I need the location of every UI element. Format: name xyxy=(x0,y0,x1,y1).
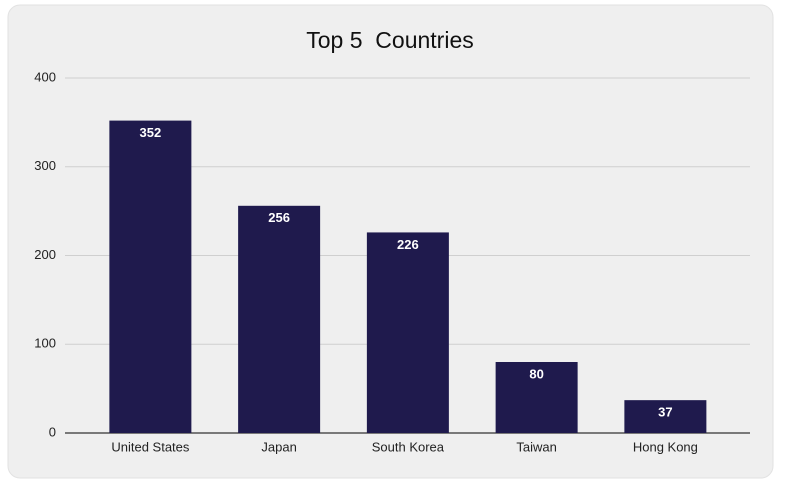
x-tick-label: South Korea xyxy=(372,439,445,454)
y-tick-label: 300 xyxy=(34,158,56,173)
chart-title: Top 5 Countries xyxy=(306,27,473,53)
x-tick-label: Japan xyxy=(261,439,296,454)
bar xyxy=(238,205,321,433)
value-label: 352 xyxy=(140,125,162,140)
x-tick-label: United States xyxy=(111,439,190,454)
bar xyxy=(366,232,449,433)
bar xyxy=(495,362,578,433)
value-label: 256 xyxy=(268,210,290,225)
value-label: 226 xyxy=(397,237,419,252)
y-tick-label: 200 xyxy=(34,247,56,262)
y-tick-label: 0 xyxy=(49,424,56,439)
x-tick-label: Taiwan xyxy=(516,439,556,454)
y-tick-label: 100 xyxy=(34,336,56,351)
x-tick-label: Hong Kong xyxy=(633,439,698,454)
value-label: 80 xyxy=(529,366,543,381)
bar xyxy=(109,120,192,433)
y-tick-label: 400 xyxy=(34,69,56,84)
bar xyxy=(624,400,707,433)
value-label: 37 xyxy=(658,405,672,420)
